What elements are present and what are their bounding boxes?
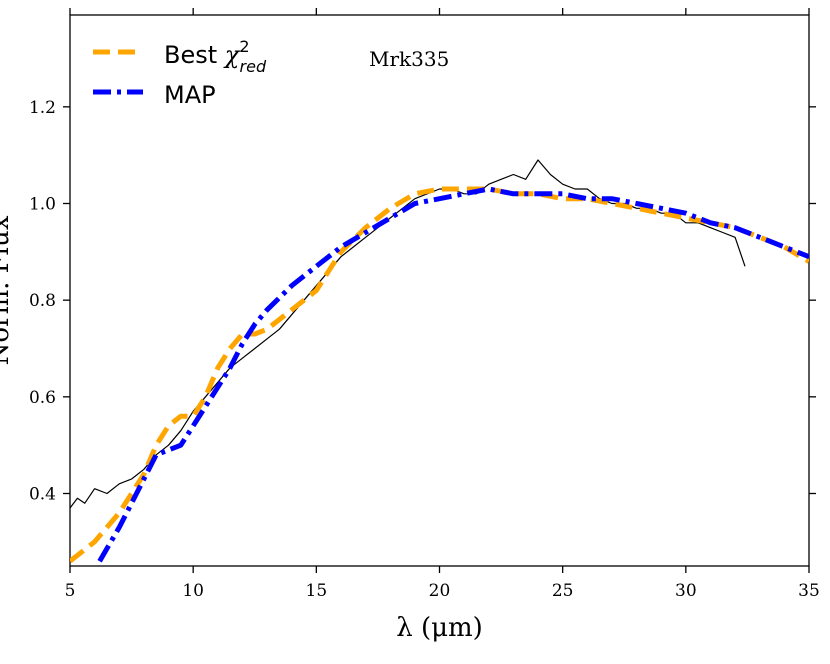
x-tick-label: 10 [182, 581, 204, 601]
legend: Best χ2 red MAP [93, 37, 267, 109]
y-tick-label: 1.2 [29, 98, 56, 118]
x-tick-label: 25 [552, 581, 574, 601]
y-tick-label: 0.8 [29, 291, 56, 311]
legend-label-map: MAP [164, 81, 216, 109]
axis-ticks: 5 10 15 20 25 30 35 0.4 0.6 0.8 1.0 1.2 [29, 8, 820, 601]
y-tick-label: 1.0 [29, 195, 56, 215]
x-tick-label: 5 [65, 581, 76, 601]
x-tick-label: 20 [429, 581, 451, 601]
object-name-annotation: Mrk335 [369, 47, 449, 71]
x-tick-label: 30 [675, 581, 697, 601]
y-tick-label: 0.4 [29, 485, 56, 505]
series-line-best [70, 186, 809, 564]
y-axis-label: Norm. Flux [0, 215, 15, 365]
legend-label-best: Best χ2 red [164, 37, 267, 76]
series-line-map [97, 186, 809, 563]
x-axis-label: λ (μm) [396, 613, 483, 643]
x-tick-label: 15 [306, 581, 328, 601]
y-tick-label: 0.6 [29, 388, 56, 408]
x-tick-label: 35 [798, 581, 820, 601]
series-group [70, 159, 809, 564]
